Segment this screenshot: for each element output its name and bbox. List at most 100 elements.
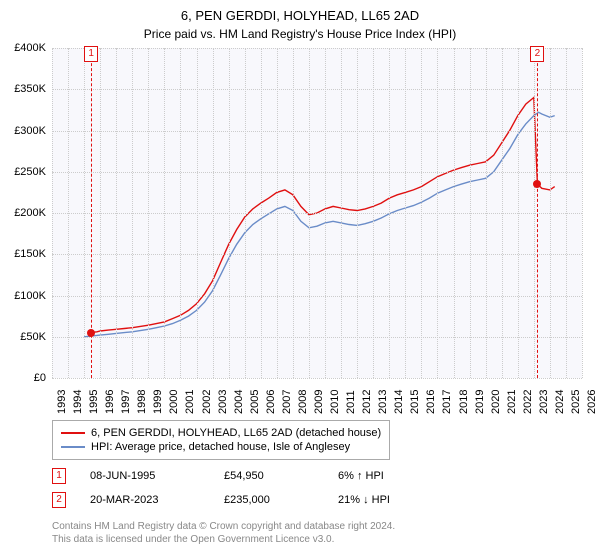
x-axis-tick-label: 1998 [136,390,148,414]
legend-label: HPI: Average price, detached house, Isle… [91,441,350,453]
gridline-vertical [373,48,374,378]
x-axis-tick-label: 2000 [168,390,180,414]
x-axis-tick-label: 2012 [361,390,373,414]
gridline-vertical [277,48,278,378]
x-axis-tick-label: 2020 [490,390,502,414]
gridline-vertical [454,48,455,378]
event-marker-box: 2 [530,46,544,62]
x-axis-tick-label: 2010 [329,390,341,414]
legend-swatch [61,446,85,448]
gridline-vertical [502,48,503,378]
x-axis-tick-label: 2024 [554,390,566,414]
event-price: £235,000 [224,494,314,506]
legend-box: 6, PEN GERDDI, HOLYHEAD, LL65 2AD (detac… [52,420,390,460]
x-axis-tick-label: 1999 [152,390,164,414]
x-axis-tick-label: 2002 [201,390,213,414]
x-axis-tick-label: 2019 [474,390,486,414]
gridline-vertical [534,48,535,378]
event-row: 1 08-JUN-1995 £54,950 6% ↑ HPI [52,468,384,484]
y-axis-tick-label: £300K [4,125,46,137]
y-axis-tick-label: £350K [4,83,46,95]
event-date: 20-MAR-2023 [90,494,200,506]
y-axis-tick-label: £100K [4,290,46,302]
x-axis-tick-label: 2018 [458,390,470,414]
x-axis-tick-label: 2026 [586,390,598,414]
gridline-vertical [213,48,214,378]
event-marker-box: 1 [84,46,98,62]
x-axis-tick-label: 2022 [522,390,534,414]
x-axis-tick-label: 2017 [441,390,453,414]
x-axis-tick-label: 1994 [72,390,84,414]
gridline-vertical [486,48,487,378]
gridline-vertical [148,48,149,378]
event-row-marker: 1 [52,468,66,484]
chart-subtitle: Price paid vs. HM Land Registry's House … [0,23,600,41]
chart-title: 6, PEN GERDDI, HOLYHEAD, LL65 2AD [0,0,600,23]
gridline-vertical [164,48,165,378]
x-axis-tick-label: 2021 [506,390,518,414]
gridline-vertical [518,48,519,378]
x-axis-tick-label: 1995 [88,390,100,414]
x-axis-tick-label: 2013 [377,390,389,414]
y-axis-tick-label: £200K [4,207,46,219]
event-date: 08-JUN-1995 [90,470,200,482]
footer-line-2: This data is licensed under the Open Gov… [52,533,395,546]
x-axis-tick-label: 2011 [345,390,357,414]
gridline-vertical [309,48,310,378]
x-axis-tick-label: 2015 [409,390,421,414]
event-row: 2 20-MAR-2023 £235,000 21% ↓ HPI [52,492,390,508]
gridline-vertical [261,48,262,378]
x-axis-tick-label: 2001 [184,390,196,414]
gridline-vertical [100,48,101,378]
y-axis-tick-label: £0 [4,372,46,384]
gridline-vertical [437,48,438,378]
gridline-vertical [68,48,69,378]
event-pct: 21% ↓ HPI [338,494,390,506]
gridline-vertical [293,48,294,378]
footer-note: Contains HM Land Registry data © Crown c… [52,520,395,546]
x-axis-tick-label: 2003 [217,390,229,414]
x-axis-tick-label: 2007 [281,390,293,414]
y-axis-tick-label: £250K [4,166,46,178]
gridline-vertical [341,48,342,378]
event-price: £54,950 [224,470,314,482]
gridline-vertical [566,48,567,378]
gridline-vertical [197,48,198,378]
gridline-vertical [389,48,390,378]
gridline-vertical [405,48,406,378]
legend-item: HPI: Average price, detached house, Isle… [61,440,381,454]
y-axis-tick-label: £150K [4,248,46,260]
gridline-vertical [229,48,230,378]
gridline-vertical [52,48,53,378]
gridline-horizontal [52,378,582,379]
gridline-vertical [132,48,133,378]
event-data-point [87,329,95,337]
x-axis-tick-label: 2023 [538,390,550,414]
gridline-vertical [357,48,358,378]
footer-line-1: Contains HM Land Registry data © Crown c… [52,520,395,533]
x-axis-tick-label: 2016 [425,390,437,414]
x-axis-tick-label: 1993 [56,390,68,414]
x-axis-tick-label: 2006 [265,390,277,414]
gridline-vertical [582,48,583,378]
x-axis-tick-label: 2025 [570,390,582,414]
gridline-vertical [470,48,471,378]
gridline-vertical [180,48,181,378]
gridline-vertical [84,48,85,378]
series-line-hpi [84,112,555,336]
chart-plot-area [52,48,582,378]
event-marker-line [537,48,538,378]
gridline-vertical [421,48,422,378]
x-axis-tick-label: 2009 [313,390,325,414]
x-axis-tick-label: 2005 [249,390,261,414]
event-pct: 6% ↑ HPI [338,470,384,482]
legend-item: 6, PEN GERDDI, HOLYHEAD, LL65 2AD (detac… [61,426,381,440]
event-row-marker: 2 [52,492,66,508]
x-axis-tick-label: 1996 [104,390,116,414]
y-axis-tick-label: £400K [4,42,46,54]
gridline-vertical [245,48,246,378]
x-axis-tick-label: 2014 [393,390,405,414]
event-data-point [533,180,541,188]
gridline-vertical [116,48,117,378]
legend-label: 6, PEN GERDDI, HOLYHEAD, LL65 2AD (detac… [91,427,381,439]
